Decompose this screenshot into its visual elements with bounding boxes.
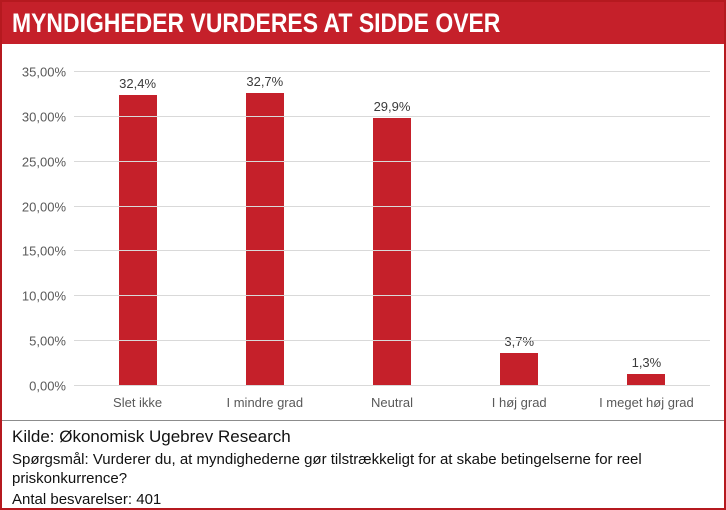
gridline bbox=[74, 71, 710, 72]
gridline bbox=[74, 115, 710, 117]
y-tick-label: 10,00% bbox=[21, 288, 66, 304]
chart-title-banner: MYNDIGHEDER VURDERES AT SIDDE OVER bbox=[2, 2, 724, 44]
y-tick-label: 0,00% bbox=[29, 378, 66, 394]
bar bbox=[373, 117, 411, 386]
gridline bbox=[74, 205, 710, 207]
gridline bbox=[74, 250, 710, 252]
bar-chart: 0,00% 5,00% 10,00% 15,00% 20,00% 25,00% 30,00%… bbox=[8, 65, 710, 420]
plot-area: 32,4% 32,7% 29,9% 3,7% 1,3% bbox=[74, 71, 710, 386]
y-tick-label: 15,00% bbox=[21, 243, 66, 259]
bar-value-label: 32,4% bbox=[119, 76, 157, 92]
bar-column: 32,7% bbox=[201, 72, 328, 386]
gridline bbox=[74, 340, 710, 342]
y-tick-label: 35,00% bbox=[21, 64, 66, 80]
gridline bbox=[74, 295, 710, 297]
y-axis: 0,00% 5,00% 10,00% 15,00% 20,00% 25,00% 30,00%… bbox=[8, 65, 74, 394]
source-text: Kilde: Økonomisk Ugebrev Research bbox=[12, 427, 291, 446]
x-tick-label: Neutral bbox=[371, 395, 413, 410]
bar-value-label: 29,9% bbox=[373, 98, 411, 114]
bar-column: 3,7% bbox=[456, 72, 583, 386]
bar-value-label: 1,3% bbox=[631, 355, 662, 371]
bar-value-label: 3,7% bbox=[504, 333, 535, 349]
bar bbox=[627, 374, 666, 386]
x-tick-label: I mindre grad bbox=[226, 395, 304, 410]
y-tick-label: 25,00% bbox=[21, 154, 66, 170]
x-tick-label: I høj grad bbox=[491, 395, 547, 410]
responses-count: Antal besvarelser: 401 bbox=[12, 491, 162, 508]
x-tick-label: I meget høj grad bbox=[599, 395, 694, 410]
bars-row: 32,4% 32,7% 29,9% 3,7% 1,3% bbox=[74, 72, 710, 386]
chart-title: MYNDIGHEDER VURDERES AT SIDDE OVER bbox=[12, 7, 501, 38]
bar bbox=[118, 95, 157, 386]
chart-footer: Kilde: Økonomisk Ugebrev Research Spørgs… bbox=[2, 420, 724, 508]
y-tick-label: 20,00% bbox=[21, 199, 66, 215]
x-tick-label: Slet ikke bbox=[113, 395, 163, 410]
y-tick-label: 5,00% bbox=[29, 333, 66, 349]
question-text: Spørgsmål: Vurderer du, at myndighederne… bbox=[12, 451, 642, 487]
bar-column: 1,3% bbox=[583, 72, 710, 386]
bar bbox=[245, 92, 284, 386]
gridline bbox=[74, 385, 710, 386]
bar-column: 32,4% bbox=[74, 72, 201, 386]
bar-value-label: 32,7% bbox=[246, 73, 284, 89]
y-tick-label: 30,00% bbox=[21, 109, 66, 125]
x-axis: Slet ikke I mindre grad Neutral I høj grad I… bbox=[74, 386, 710, 420]
bar-column: 29,9% bbox=[328, 72, 455, 386]
gridline bbox=[74, 160, 710, 162]
bar bbox=[500, 352, 539, 386]
